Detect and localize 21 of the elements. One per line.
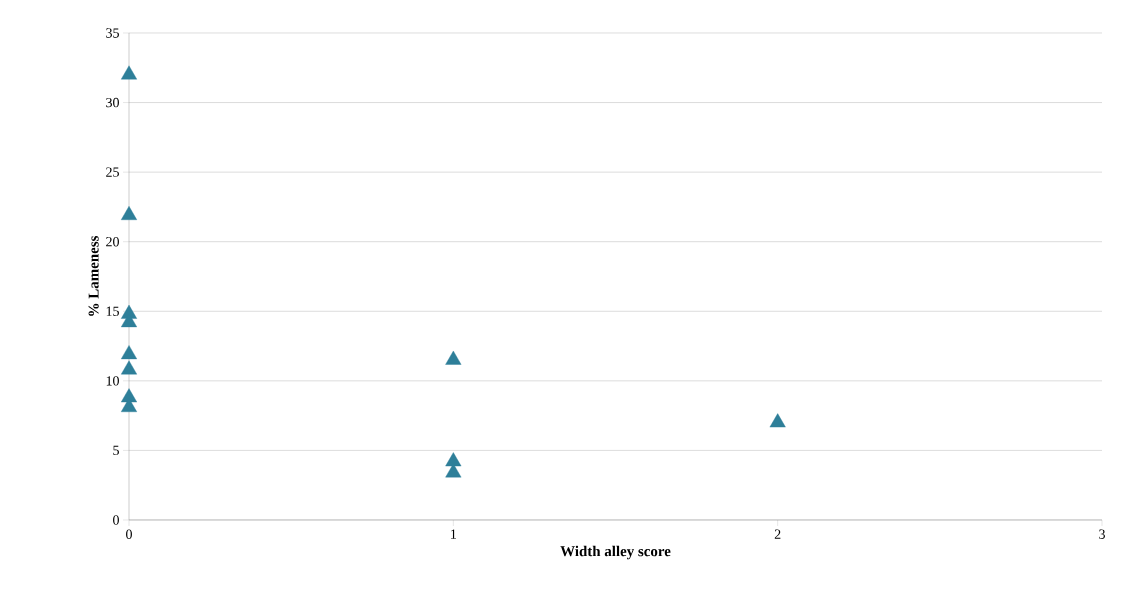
point <box>121 360 138 375</box>
y-tick-label: 25 <box>106 167 119 177</box>
y-tick-label: 15 <box>106 306 119 316</box>
x-tick-label: 3 <box>1099 529 1105 539</box>
y-tick-label: 20 <box>106 236 119 247</box>
y-tick-label: 30 <box>106 97 119 108</box>
point <box>445 350 462 365</box>
point <box>121 206 138 220</box>
x-tick-label: 2 <box>774 529 781 539</box>
y-tick-label: 35 <box>106 28 119 38</box>
y-tick-label: 0 <box>113 515 119 525</box>
y-tick-label: 10 <box>106 376 119 386</box>
x-axis-title: Width alley score <box>560 545 671 560</box>
point <box>121 345 138 360</box>
y-axis-title: % Lameness <box>88 235 99 316</box>
x-tick-label: 0 <box>126 529 132 539</box>
point <box>121 65 138 80</box>
point <box>769 413 786 428</box>
y-tick-label: 5 <box>113 445 119 456</box>
x-tick-label: 1 <box>451 529 456 539</box>
point <box>445 452 462 467</box>
